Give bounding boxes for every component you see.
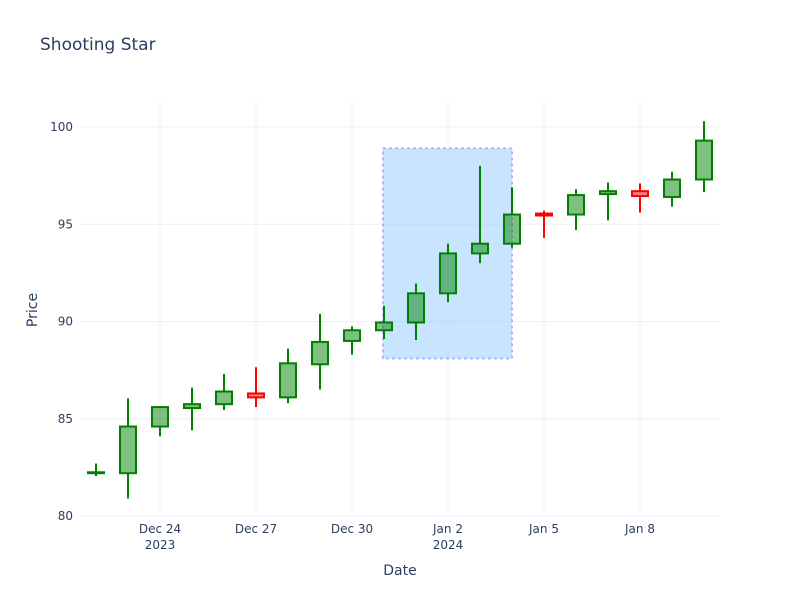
x-tick-year-label: 2024 bbox=[433, 538, 464, 552]
candle-body bbox=[407, 292, 425, 324]
y-tick-label: 100 bbox=[50, 120, 73, 134]
y-tick-label: 85 bbox=[58, 412, 73, 426]
candle bbox=[119, 398, 137, 499]
x-tick-label: Dec 27 bbox=[235, 522, 277, 536]
candle-body bbox=[87, 471, 105, 475]
candle bbox=[695, 121, 713, 193]
candle bbox=[663, 171, 681, 207]
candle bbox=[439, 243, 457, 303]
candle bbox=[343, 326, 361, 355]
candle bbox=[407, 283, 425, 340]
x-axis-title: Date bbox=[383, 563, 416, 579]
candle-body bbox=[535, 212, 553, 217]
candle-body bbox=[119, 425, 137, 475]
x-tick-label: Dec 24 bbox=[139, 522, 181, 536]
candle-body bbox=[279, 362, 297, 399]
candle bbox=[151, 406, 169, 437]
candle bbox=[311, 313, 329, 390]
x-tick-label: Jan 2 bbox=[432, 522, 463, 536]
candle-body bbox=[439, 252, 457, 295]
candle-body bbox=[695, 139, 713, 181]
candle bbox=[247, 367, 265, 408]
candle bbox=[599, 182, 617, 221]
candles bbox=[87, 121, 713, 499]
candle bbox=[535, 210, 553, 238]
candle bbox=[279, 348, 297, 404]
candle bbox=[503, 187, 521, 248]
candle bbox=[631, 183, 649, 213]
x-tick-label: Jan 5 bbox=[528, 522, 559, 536]
candle-body bbox=[375, 321, 393, 332]
candle-body bbox=[247, 392, 265, 399]
candle bbox=[471, 165, 489, 264]
candle-body bbox=[311, 340, 329, 366]
candle-body bbox=[631, 190, 649, 198]
y-axis-title: Price bbox=[25, 293, 41, 327]
y-tick-label: 95 bbox=[58, 217, 73, 231]
candle bbox=[215, 374, 233, 410]
x-axis-ticks: Dec 24 2023 Dec 27 Dec 30 Jan 2 2024 Jan 5 Jan … bbox=[139, 522, 655, 552]
candle-body bbox=[503, 213, 521, 245]
candle bbox=[183, 387, 201, 431]
candle bbox=[375, 305, 393, 340]
candle-body bbox=[471, 242, 489, 255]
gridlines bbox=[80, 100, 720, 517]
x-tick-label: Jan 8 bbox=[624, 522, 655, 536]
candle-body bbox=[567, 194, 585, 216]
candle bbox=[87, 463, 105, 477]
candle-body bbox=[343, 329, 361, 342]
candle-body bbox=[151, 406, 169, 428]
y-axis-ticks: 80 85 90 95 100 bbox=[50, 120, 73, 523]
candle-body bbox=[215, 390, 233, 406]
candle-body bbox=[663, 178, 681, 199]
candle-body bbox=[183, 403, 201, 410]
y-tick-label: 80 bbox=[58, 509, 73, 523]
candle-body bbox=[599, 190, 617, 196]
x-tick-label: Dec 30 bbox=[331, 522, 373, 536]
y-tick-label: 90 bbox=[58, 315, 73, 329]
x-tick-year-label: 2023 bbox=[145, 538, 176, 552]
candle bbox=[567, 189, 585, 231]
chart-title: Shooting Star bbox=[40, 35, 156, 55]
